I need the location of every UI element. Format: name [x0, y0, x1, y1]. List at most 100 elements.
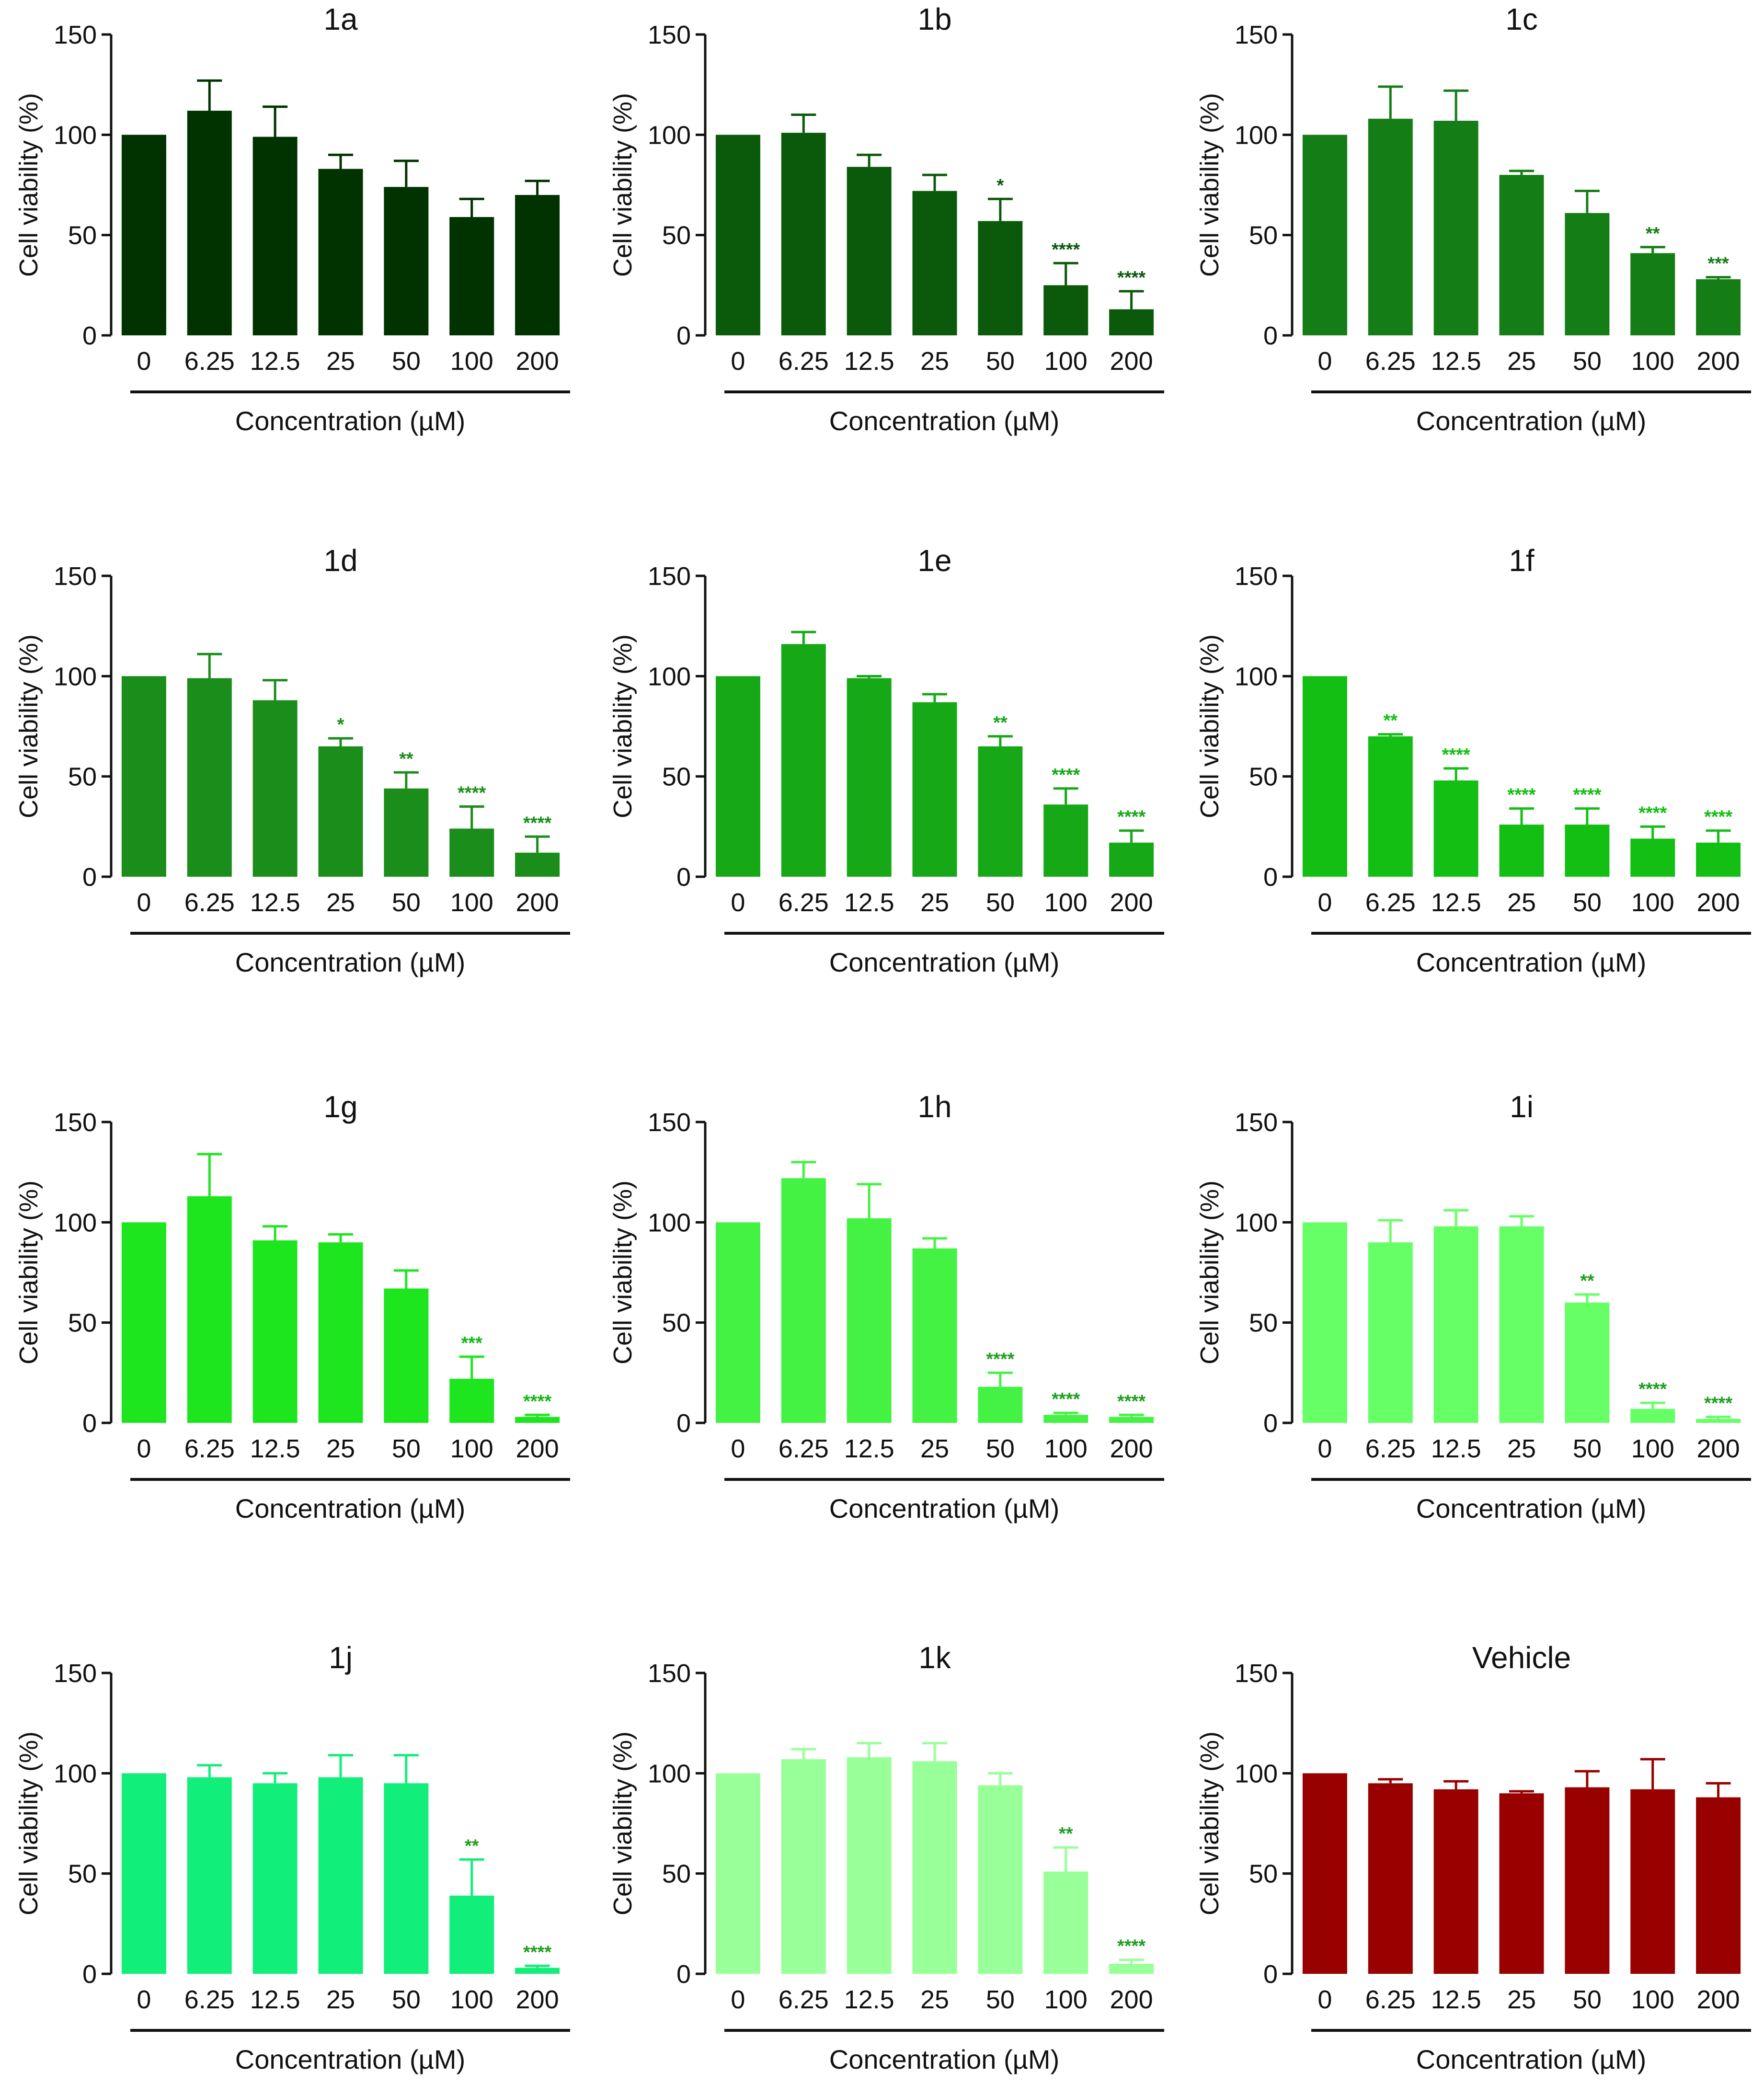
x-tick-label: 25: [326, 1434, 355, 1463]
x-tick-label: 12.5: [1431, 1434, 1481, 1463]
x-tick-label: 6.25: [1365, 1985, 1416, 2014]
bar: [384, 187, 429, 335]
x-tick-label: 200: [1697, 1434, 1740, 1463]
bar: [449, 828, 494, 877]
bar: [252, 700, 298, 877]
significance-mark: ****: [1704, 807, 1732, 827]
significance-mark: **: [993, 713, 1008, 733]
y-axis-label: Cell viability (%): [608, 634, 637, 818]
bar: [1565, 1302, 1610, 1423]
bar: [1109, 842, 1154, 877]
x-axis-label: Concentration (µM): [235, 406, 465, 436]
x-tick-label: 50: [1573, 1434, 1602, 1463]
bar: [1433, 780, 1478, 877]
y-axis-label: Cell viability (%): [1195, 1731, 1224, 1915]
significance-mark: ****: [1117, 807, 1145, 827]
x-tick-label: 6.25: [779, 1434, 829, 1463]
bar: [912, 1761, 957, 1974]
y-tick-label: 50: [68, 1860, 97, 1889]
chart-panel: 1b Cell viability (%) 0 50 100 150 0 6.25 12.5 25…: [608, 2, 1164, 436]
significance-mark: ****: [1052, 240, 1080, 260]
y-tick-label: 100: [648, 1208, 691, 1237]
significance-mark: ****: [523, 1391, 551, 1411]
chart-title: 1c: [1505, 2, 1538, 36]
x-axis-label: Concentration (µM): [829, 406, 1059, 436]
x-tick-label: 6.25: [1365, 347, 1416, 376]
bar: [121, 135, 166, 335]
x-axis-label: Concentration (µM): [829, 947, 1059, 977]
bar: [1109, 1964, 1154, 1974]
chart-title: 1g: [323, 1089, 357, 1124]
bar: [187, 1196, 232, 1423]
significance-mark: ****: [523, 1942, 551, 1962]
bar: [1433, 121, 1478, 335]
significance-mark: ****: [458, 783, 486, 803]
x-tick-label: 6.25: [1365, 888, 1416, 917]
chart-panel: 1f Cell viability (%) 0 50 100 150 0 ** 6.25 ****…: [1195, 543, 1751, 977]
x-axis-label: Concentration (µM): [1416, 1493, 1646, 1523]
y-tick-label: 50: [662, 221, 691, 250]
bar: [515, 1968, 560, 1974]
x-tick-label: 100: [1044, 1434, 1088, 1463]
y-tick-label: 150: [1235, 1108, 1278, 1137]
x-tick-label: 200: [1697, 888, 1740, 917]
y-tick-label: 50: [1249, 763, 1278, 791]
significance-mark: ****: [1573, 785, 1601, 805]
x-tick-label: 100: [1044, 1985, 1088, 2014]
chart-title: 1h: [917, 1089, 951, 1124]
x-tick-label: 200: [1110, 888, 1153, 917]
bar: [978, 1785, 1023, 1974]
bar: [1302, 1222, 1347, 1423]
y-axis-label: Cell viability (%): [1195, 1180, 1224, 1364]
x-tick-label: 25: [1507, 1985, 1536, 2014]
x-tick-label: 100: [1631, 347, 1674, 376]
bar: [1368, 736, 1413, 877]
bar: [252, 1783, 298, 1974]
x-axis-label: Concentration (µM): [235, 2044, 465, 2074]
bar: [847, 678, 892, 877]
x-tick-label: 50: [1573, 888, 1602, 917]
x-tick-label: 200: [1110, 347, 1153, 376]
bar: [978, 221, 1023, 335]
x-axis-label: Concentration (µM): [829, 2044, 1059, 2074]
y-tick-label: 0: [82, 863, 97, 892]
significance-mark: ***: [1707, 254, 1729, 274]
significance-mark: **: [465, 1836, 479, 1856]
x-tick-label: 100: [1631, 888, 1674, 917]
x-axis-label: Concentration (µM): [829, 1493, 1059, 1523]
chart-panel: 1a Cell viability (%) 0 50 100 150 0 6.25 12.5 25…: [14, 2, 570, 436]
significance-mark: ****: [1638, 803, 1667, 823]
bar: [1630, 1409, 1675, 1423]
significance-mark: **: [1580, 1271, 1594, 1291]
chart-title: 1b: [917, 2, 951, 36]
y-tick-label: 150: [54, 21, 97, 49]
x-tick-label: 50: [986, 1985, 1015, 2014]
chart-title: 1e: [917, 543, 951, 578]
bar: [187, 111, 232, 336]
bar: [781, 1178, 826, 1423]
y-tick-label: 150: [54, 562, 97, 591]
x-tick-label: 12.5: [250, 1985, 300, 2014]
x-tick-label: 100: [450, 1985, 493, 2014]
x-tick-label: 100: [450, 1434, 493, 1463]
y-axis-label: Cell viability (%): [608, 1180, 637, 1364]
x-tick-label: 0: [731, 888, 745, 917]
y-tick-label: 100: [648, 662, 691, 691]
bar: [1043, 1415, 1088, 1423]
y-tick-label: 0: [1263, 863, 1278, 892]
x-tick-label: 12.5: [844, 888, 894, 917]
y-tick-label: 50: [1249, 1860, 1278, 1889]
bar: [1368, 1783, 1413, 1974]
bar: [252, 1240, 298, 1423]
x-tick-label: 50: [392, 347, 421, 376]
x-tick-label: 25: [1507, 1434, 1536, 1463]
y-tick-label: 100: [648, 1759, 691, 1788]
y-tick-label: 0: [1263, 321, 1278, 350]
chart-panel: 1j Cell viability (%) 0 50 100 150 0 6.25 12.5 25…: [14, 1640, 570, 2074]
chart-panel: 1i Cell viability (%) 0 50 100 150 0 6.25 12.5 25…: [1195, 1089, 1751, 1523]
bar: [781, 644, 826, 877]
bar: [1368, 118, 1413, 335]
y-tick-label: 150: [648, 1659, 691, 1688]
bar: [715, 1222, 760, 1423]
